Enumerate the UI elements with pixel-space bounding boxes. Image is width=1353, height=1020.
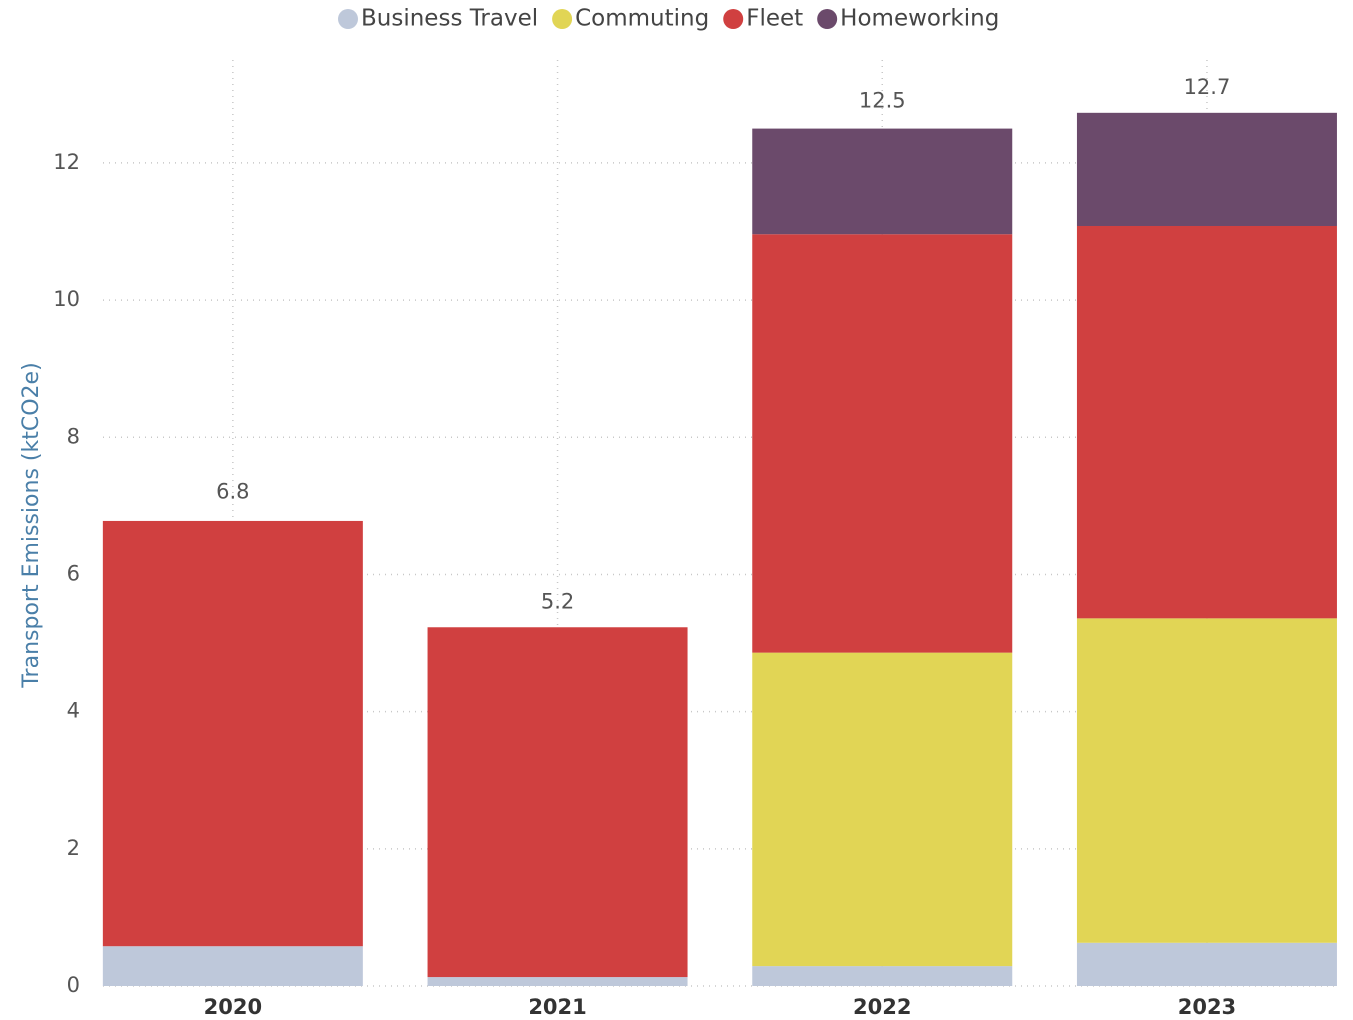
- bar-segment: [752, 652, 1013, 967]
- x-tick-label: 2020: [204, 995, 262, 1019]
- x-tick-label: 2021: [528, 995, 586, 1019]
- y-tick-label: 4: [67, 699, 80, 723]
- bar-segment: [1076, 618, 1337, 943]
- total-label: 5.2: [541, 589, 574, 613]
- y-tick-label: 12: [53, 150, 80, 174]
- legend-label: Fleet: [746, 6, 803, 32]
- y-axis-label: Transport Emissions (ktCO2e): [19, 362, 44, 688]
- bar-segment: [427, 627, 688, 978]
- legend: Business Travel Commuting Fleet Homeworking: [338, 6, 999, 32]
- bar-segment: [1076, 225, 1337, 619]
- legend-label: Homeworking: [840, 6, 999, 32]
- legend-swatch: [817, 9, 838, 29]
- legend-label: Commuting: [575, 6, 709, 32]
- x-tick-label: 2022: [853, 995, 911, 1019]
- y-tick-label: 0: [67, 973, 80, 997]
- legend-swatch: [552, 9, 573, 29]
- total-label: 12.7: [1184, 75, 1231, 99]
- bar-segment: [102, 946, 363, 986]
- y-tick-label: 10: [53, 287, 80, 311]
- bar-segment: [752, 966, 1013, 986]
- legend-label: Business Travel: [361, 6, 538, 32]
- y-tick-label: 2: [67, 836, 80, 860]
- y-tick-label: 6: [67, 561, 80, 585]
- bar-segment: [1076, 112, 1337, 226]
- legend-swatch: [723, 9, 744, 29]
- bar-segment: [102, 520, 363, 947]
- total-label: 12.5: [859, 89, 906, 113]
- y-tick-label: 8: [67, 424, 80, 448]
- legend-swatch: [338, 9, 358, 29]
- bar-segment: [752, 128, 1013, 235]
- bar-segment: [427, 977, 688, 986]
- total-label: 6.8: [216, 480, 249, 504]
- bar-segment: [752, 234, 1013, 653]
- x-tick-label: 2023: [1178, 995, 1236, 1019]
- bar-segment: [1076, 942, 1337, 986]
